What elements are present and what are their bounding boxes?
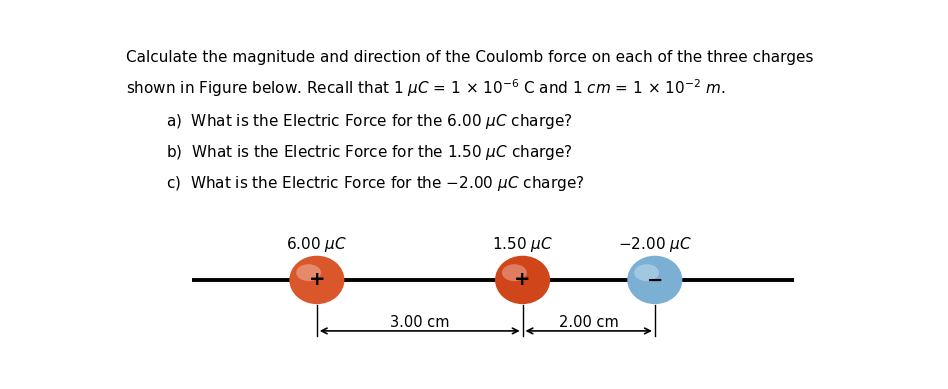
Ellipse shape — [628, 256, 683, 304]
Text: shown in Figure below. Recall that 1 $\mu C$ = 1 × 10$^{-6}$ C and 1 $cm$ = 1 × : shown in Figure below. Recall that 1 $\m… — [126, 78, 725, 99]
Text: 3.00 cm: 3.00 cm — [390, 315, 449, 329]
Text: a)  What is the Electric Force for the 6.00 $\mu C$ charge?: a) What is the Electric Force for the 6.… — [166, 112, 573, 131]
Text: 6.00 $\mu C$: 6.00 $\mu C$ — [286, 235, 347, 254]
Text: Calculate the magnitude and direction of the Coulomb force on each of the three : Calculate the magnitude and direction of… — [126, 50, 813, 65]
Text: +: + — [515, 270, 531, 289]
Ellipse shape — [289, 256, 344, 304]
Ellipse shape — [296, 264, 321, 281]
Ellipse shape — [495, 256, 550, 304]
Text: −2.00 $\mu C$: −2.00 $\mu C$ — [618, 235, 692, 254]
Text: +: + — [309, 270, 325, 289]
Ellipse shape — [634, 264, 659, 281]
Text: c)  What is the Electric Force for the −2.00 $\mu C$ charge?: c) What is the Electric Force for the −2… — [166, 174, 585, 193]
Text: 2.00 cm: 2.00 cm — [558, 315, 619, 329]
Text: −: − — [647, 270, 663, 289]
Ellipse shape — [501, 264, 527, 281]
Text: b)  What is the Electric Force for the 1.50 $\mu C$ charge?: b) What is the Electric Force for the 1.… — [166, 143, 574, 162]
Text: 1.50 $\mu C$: 1.50 $\mu C$ — [492, 235, 553, 254]
